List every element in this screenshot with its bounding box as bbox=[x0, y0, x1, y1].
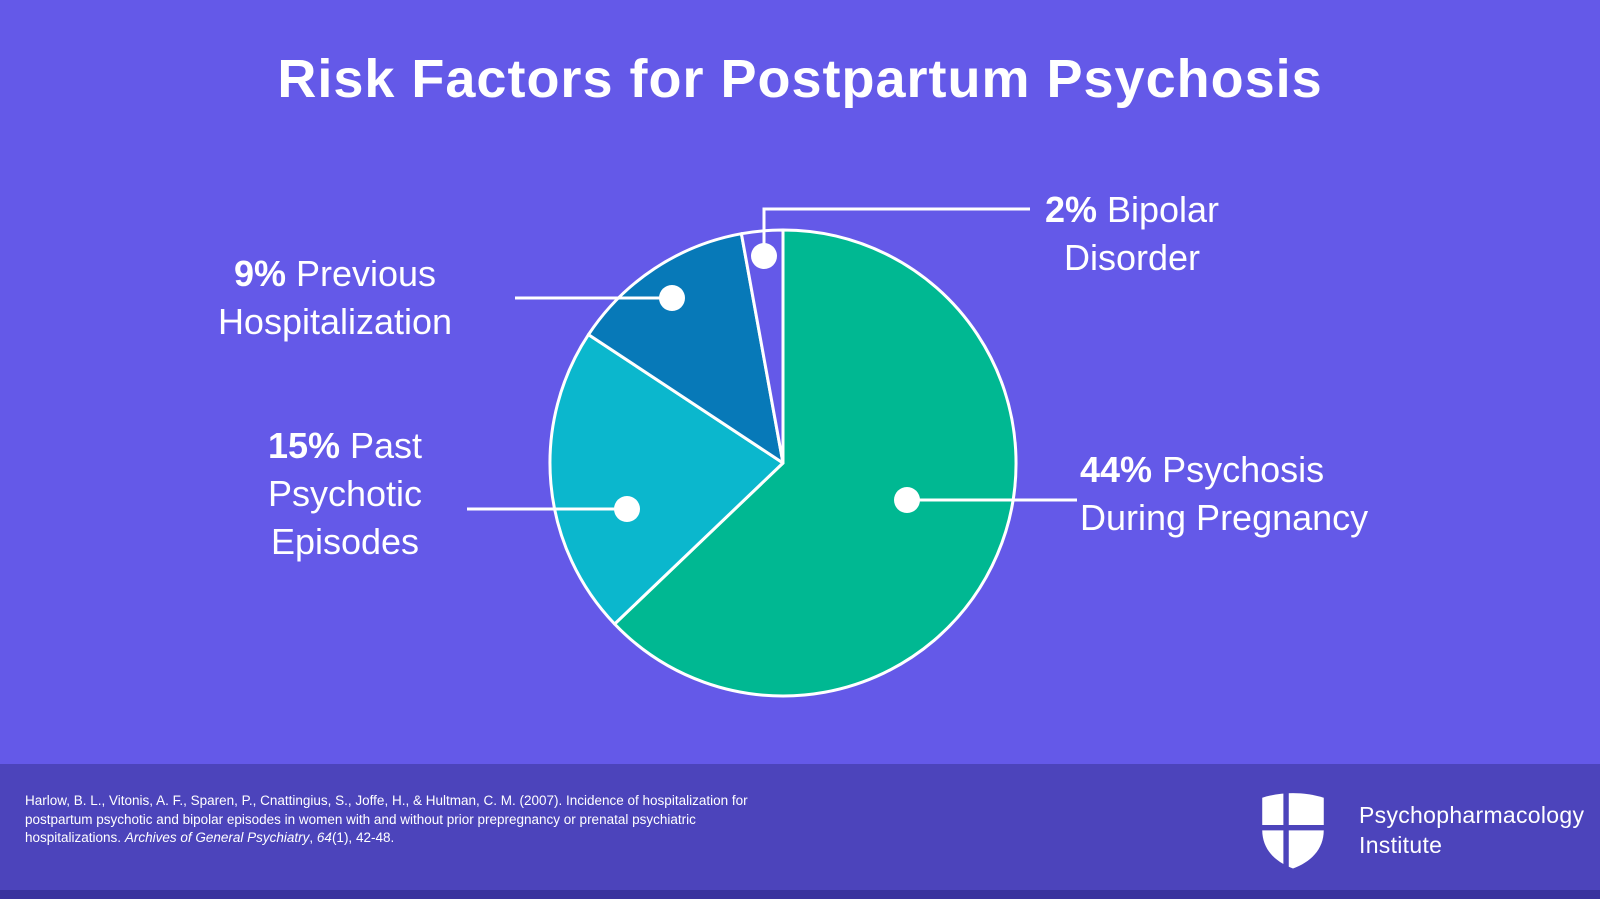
pie-slice-bipolar-disorder bbox=[739, 228, 785, 465]
callout-dot-previous-hospitalization bbox=[659, 285, 685, 311]
label-bipolar-disorder: 2% Bipolar Disorder bbox=[1044, 189, 1220, 278]
citation: Harlow, B. L., Vitonis, A. F., Sparen, P… bbox=[25, 793, 748, 845]
callout-line-bipolar-disorder bbox=[762, 207, 1030, 256]
logo-text: Psychopharmacology Institute bbox=[1359, 802, 1585, 858]
pie-slice-previous-hospitalization bbox=[587, 232, 785, 465]
logo: Psychopharmacology Institute bbox=[1253, 790, 1584, 870]
footer-bar bbox=[0, 764, 1600, 899]
callout-dot-psychosis-during-pregnancy bbox=[894, 487, 920, 513]
label-previous-hospitalization: 9% Previous Hospitalization bbox=[217, 253, 453, 342]
pie-slice-past-psychotic-episodes bbox=[548, 333, 785, 626]
callout-dot-past-psychotic-episodes bbox=[614, 496, 640, 522]
shield-cross-icon bbox=[1256, 790, 1330, 870]
label-past-psychotic-episodes: 15% Past Psychotic Episodes bbox=[267, 425, 423, 562]
page-title: Risk Factors for Postpartum Psychosis bbox=[277, 49, 1323, 109]
label-psychosis-during-pregnancy: 44% Psychosis During Pregnancy bbox=[1080, 449, 1369, 538]
pie-slice-psychosis-during-pregnancy bbox=[613, 228, 1018, 698]
callout-dot-bipolar-disorder bbox=[751, 243, 777, 269]
callout-lines bbox=[467, 207, 1077, 522]
footer-edge-strip bbox=[0, 890, 1600, 899]
